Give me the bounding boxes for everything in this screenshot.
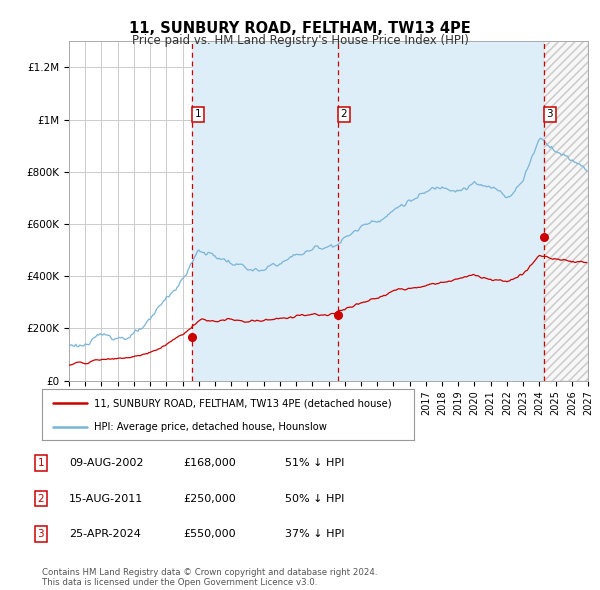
Text: Price paid vs. HM Land Registry's House Price Index (HPI): Price paid vs. HM Land Registry's House … — [131, 34, 469, 47]
Text: 3: 3 — [547, 109, 553, 119]
Text: £168,000: £168,000 — [183, 458, 236, 468]
Text: £550,000: £550,000 — [183, 529, 236, 539]
Bar — [544, 41, 588, 381]
Text: 51% ↓ HPI: 51% ↓ HPI — [285, 458, 344, 468]
Text: 2: 2 — [37, 494, 44, 503]
Bar — [544, 41, 588, 381]
Text: 11, SUNBURY ROAD, FELTHAM, TW13 4PE (detached house): 11, SUNBURY ROAD, FELTHAM, TW13 4PE (det… — [94, 398, 392, 408]
Text: 15-AUG-2011: 15-AUG-2011 — [69, 494, 143, 503]
Text: 11, SUNBURY ROAD, FELTHAM, TW13 4PE: 11, SUNBURY ROAD, FELTHAM, TW13 4PE — [129, 21, 471, 35]
Text: 37% ↓ HPI: 37% ↓ HPI — [285, 529, 344, 539]
Bar — [544, 41, 588, 381]
Text: 25-APR-2024: 25-APR-2024 — [69, 529, 141, 539]
Text: £250,000: £250,000 — [183, 494, 236, 503]
Text: 50% ↓ HPI: 50% ↓ HPI — [285, 494, 344, 503]
Text: HPI: Average price, detached house, Hounslow: HPI: Average price, detached house, Houn… — [94, 422, 327, 432]
Text: Contains HM Land Registry data © Crown copyright and database right 2024.
This d: Contains HM Land Registry data © Crown c… — [42, 568, 377, 587]
Text: 2: 2 — [341, 109, 347, 119]
Text: 09-AUG-2002: 09-AUG-2002 — [69, 458, 143, 468]
Text: 3: 3 — [37, 529, 44, 539]
Text: 1: 1 — [194, 109, 202, 119]
Text: 1: 1 — [37, 458, 44, 468]
Bar — [192, 41, 544, 381]
